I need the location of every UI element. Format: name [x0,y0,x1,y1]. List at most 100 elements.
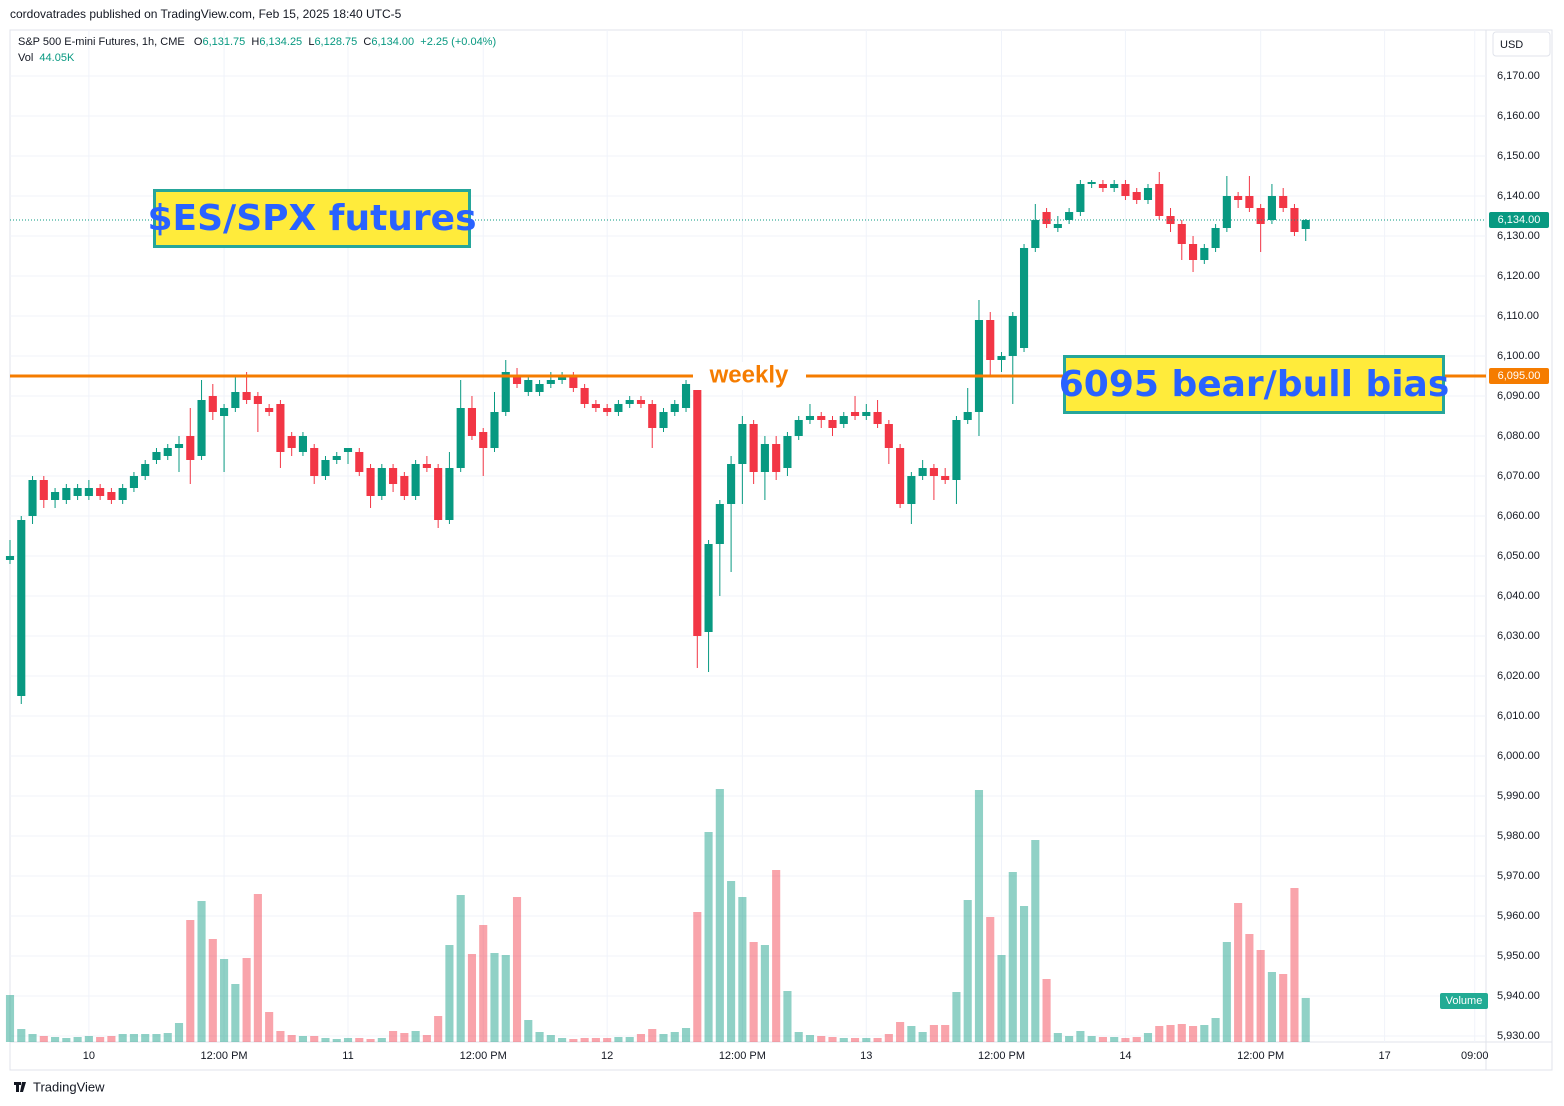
volume-bar [163,1033,172,1042]
volume-bar [693,912,702,1042]
candle-body [1019,248,1029,348]
candle-body [242,392,251,400]
volume-bar [839,1038,848,1042]
volume-bar [1177,1024,1186,1042]
volume-bar [715,789,724,1042]
volume-bar [952,992,961,1042]
change: +2.25 (+0.04%) [420,36,497,48]
candle-body [51,492,60,500]
candle-body [907,476,916,504]
x-tick-label: 12:00 PM [719,1050,766,1062]
candle-body [670,404,679,412]
candle-body [163,448,172,456]
ohlc-value: 6,131.75 [202,36,246,48]
volume-bar [118,1034,127,1042]
candle-body [1098,184,1107,188]
candle-body [817,416,826,420]
y-tick-label: 6,010.00 [1497,710,1540,722]
volume-bar [400,1033,409,1042]
candle-body [434,468,443,520]
volume-value: 44.05K [39,52,75,64]
candle-body [96,488,105,496]
candle-body [1076,184,1085,212]
candle-body [715,504,724,544]
candle-body [1031,220,1040,248]
annotation-gap [693,362,806,390]
candle-body [355,452,364,472]
candle-body [1256,208,1265,224]
volume-bar [355,1038,364,1042]
y-tick-label: 6,030.00 [1497,630,1540,642]
volume-bar [704,832,713,1042]
x-tick-label: 17 [1378,1050,1390,1062]
candle-body [39,480,48,500]
candle-body [512,376,522,384]
volume-bar [580,1038,589,1042]
volume-bar [321,1038,330,1042]
x-tick-label: 12 [601,1050,613,1062]
candle-body [693,384,702,636]
volume-bar [366,1039,375,1042]
volume-bar [1042,979,1051,1042]
volume-bar [603,1038,612,1042]
candle-body [974,320,984,412]
volume-bar [546,1035,555,1042]
volume-bar [918,1032,927,1042]
candle-body [546,380,555,384]
volume-bar [1234,903,1243,1042]
volume-bar [929,1025,938,1042]
symbol-title: S&P 500 E-mini Futures, 1h, CME [18,36,185,48]
volume-bar [591,1038,600,1042]
candle-body [558,376,567,380]
chart-frame [9,29,1553,1071]
candle-body [805,416,815,420]
candle-body [377,468,386,496]
candle-body [896,448,905,504]
candle-body [422,464,431,468]
volume-bar [186,920,195,1042]
candle-body [343,448,353,452]
candle-body [84,488,93,496]
header: cordovatrades published on TradingView.c… [10,7,402,21]
candle-body [986,320,995,360]
volume-bar [1290,888,1299,1042]
volume-bar [51,1037,60,1042]
candle-body [456,408,465,468]
candle-body [400,476,409,496]
candle-body [265,408,274,412]
ohlc-value: 6,128.75 [314,36,358,48]
currency-button[interactable] [1492,31,1551,57]
y-tick-label: 5,970.00 [1497,870,1540,882]
volume-bar [310,1036,319,1042]
y-tick-label: 5,990.00 [1497,790,1540,802]
volume-bar [1256,950,1265,1042]
candle-body [5,556,15,560]
candle-body [118,488,127,500]
candle-body [636,400,646,404]
candle-body [1087,182,1096,184]
candle-body [411,464,420,496]
volume-bar [501,955,510,1042]
y-tick-label: 5,930.00 [1497,1030,1540,1042]
candle-body [298,436,308,452]
candle-body [1177,224,1186,244]
volume-bar [197,901,206,1042]
candle-body [749,424,758,472]
volume-bar [963,900,972,1042]
volume-bar [783,991,792,1042]
tradingview-logo [14,1082,26,1092]
volume-bar [1132,1037,1141,1042]
volume-bar [794,1032,803,1042]
candle-body [490,412,499,448]
candle-body [704,544,713,632]
volume-bar [28,1034,37,1042]
volume-bar [1301,997,1310,1042]
volume-bar [670,1032,679,1042]
volume-bar [749,942,758,1042]
volume-bar [242,958,251,1042]
volume-bar [1019,906,1029,1042]
volume-bar [1222,942,1231,1042]
price-label-box [1489,368,1549,384]
